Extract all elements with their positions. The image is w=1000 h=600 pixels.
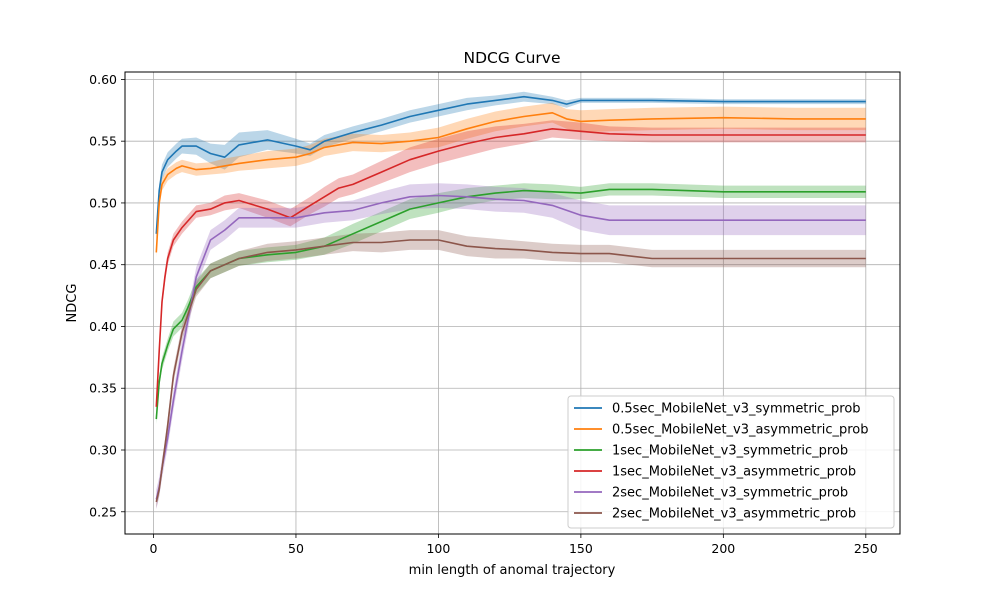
legend-entry-3: 1sec_MobileNet_v3_asymmetric_prob [612,465,856,480]
x-axis-ticks: 0 50 100 150 200 250 [150,534,878,556]
y-tick-label: 0.50 [89,195,117,210]
plot-frame [124,71,901,535]
y-tick-label: 0.25 [89,504,117,519]
y-tick-label: 0.55 [89,134,117,149]
series-band-2 [156,183,866,425]
series-line-3 [155,128,866,407]
x-tick-label: 250 [854,541,878,556]
y-axis-label: NDCG [65,284,80,323]
legend-entry-0: 0.5sec_MobileNet_v3_symmetric_prob [612,402,861,417]
x-axis-label: min length of anomal trajectory [409,563,616,578]
legend-entry-1: 0.5sec_MobileNet_v3_asymmetric_prob [612,423,869,438]
legend-entry-2: 1sec_MobileNet_v3_symmetric_prob [612,444,848,459]
y-axis-ticks: 0.25 0.30 0.35 0.40 0.45 0.50 0.55 0.60 [89,72,125,519]
series-line-2 [155,188,866,420]
x-tick-label: 50 [288,541,304,556]
legend-entry-4: 2sec_MobileNet_v3_symmetric_prob [612,486,848,501]
series-line-1 [155,112,866,253]
series-line-5 [155,239,866,503]
grid-lines [125,72,900,534]
y-tick-label: 0.60 [89,72,117,87]
series-band-1 [156,102,866,258]
y-tick-label: 0.30 [89,443,117,458]
series-line-4 [155,194,866,500]
x-tick-label: 100 [426,541,450,556]
legend: 0.5sec_MobileNet_v3_symmetric_prob 0.5sec… [567,395,895,529]
x-tick-label: 200 [711,541,735,556]
y-tick-label: 0.45 [89,257,117,272]
series-band-3 [156,120,866,412]
x-tick-label: 0 [150,541,158,556]
y-tick-label: 0.35 [89,381,117,396]
series-band-4 [156,183,866,510]
chart-title: NDCG Curve [463,49,560,67]
x-tick-label: 150 [569,541,593,556]
series-line-0 [155,95,866,234]
series-lines [155,95,866,503]
legend-entry-5: 2sec_MobileNet_v3_asymmetric_prob [612,507,856,522]
y-tick-label: 0.40 [89,319,117,334]
legend-box [567,395,895,529]
